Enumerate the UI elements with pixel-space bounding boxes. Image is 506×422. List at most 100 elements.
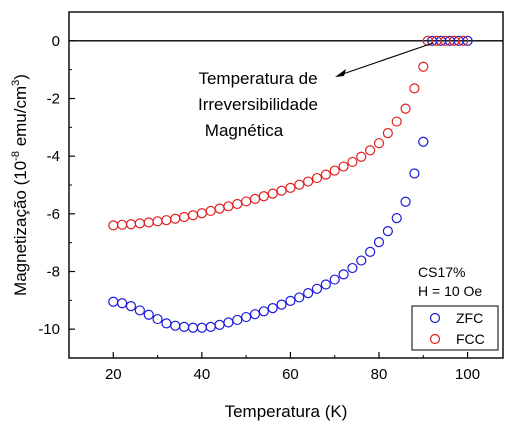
x-tick-label: 60	[282, 366, 299, 383]
data-point-zfc	[223, 317, 234, 328]
data-point-fcc	[214, 203, 225, 214]
data-point-zfc	[382, 226, 393, 237]
data-point-zfc	[205, 321, 216, 332]
data-point-zfc	[267, 303, 278, 314]
legend: ZFC FCC	[411, 305, 499, 351]
data-point-fcc	[187, 210, 199, 221]
data-point-fcc	[329, 165, 340, 176]
data-point-zfc	[303, 288, 314, 299]
data-point-fcc	[418, 61, 429, 72]
data-point-fcc	[179, 211, 190, 223]
data-point-fcc	[347, 156, 358, 168]
data-point-fcc	[258, 191, 269, 202]
data-point-fcc	[108, 220, 119, 231]
data-point-fcc	[241, 196, 252, 207]
legend-marker-zfc	[429, 312, 441, 324]
data-point-zfc	[152, 313, 163, 325]
data-point-zfc	[214, 319, 225, 330]
data-point-zfc	[373, 236, 385, 248]
data-point-zfc	[196, 322, 207, 333]
data-point-zfc	[329, 274, 340, 285]
y-tick-label: -4	[47, 148, 60, 165]
data-point-zfc	[187, 322, 199, 333]
data-point-zfc	[356, 255, 367, 266]
series-zfc	[108, 35, 473, 333]
data-point-fcc	[161, 215, 172, 226]
data-point-zfc	[276, 299, 287, 310]
y-tick-label: -2	[47, 91, 60, 108]
data-point-fcc	[170, 213, 181, 224]
data-point-fcc	[267, 188, 278, 199]
data-point-zfc	[170, 320, 181, 331]
data-point-fcc	[391, 116, 402, 127]
legend-label-fcc: FCC	[456, 331, 485, 347]
y-tick-label: -8	[47, 264, 60, 281]
sample-note: CS17%	[418, 264, 465, 280]
data-point-zfc	[462, 35, 473, 46]
annotation-line-1: Temperatura de	[198, 69, 317, 88]
data-point-fcc	[196, 208, 207, 219]
data-point-zfc	[391, 213, 402, 224]
data-point-zfc	[108, 296, 119, 307]
data-point-zfc	[365, 246, 376, 257]
data-point-zfc	[179, 321, 190, 332]
legend-marker-fcc	[429, 333, 441, 345]
data-point-fcc	[117, 219, 128, 230]
data-point-fcc	[223, 201, 234, 212]
data-point-fcc	[382, 128, 393, 139]
data-point-zfc	[143, 309, 154, 320]
data-point-fcc	[303, 176, 314, 187]
data-point-fcc	[311, 172, 323, 184]
y-tick-label: -6	[47, 206, 60, 223]
annotation-arrow	[339, 42, 434, 76]
data-point-zfc	[249, 309, 261, 320]
x-tick-label: 80	[371, 366, 388, 383]
data-point-fcc	[152, 216, 163, 227]
x-tick-label: 100	[455, 366, 480, 383]
legend-box	[411, 305, 499, 351]
data-point-zfc	[161, 318, 172, 329]
data-point-zfc	[338, 269, 349, 280]
data-point-zfc	[241, 311, 252, 323]
data-point-zfc	[125, 301, 137, 312]
data-point-zfc	[400, 196, 411, 207]
y-axis-ticks: 0 -2 -4 -6 -8 -10	[38, 11, 75, 359]
data-point-fcc	[205, 205, 216, 217]
data-point-fcc	[409, 83, 420, 94]
data-point-zfc	[347, 262, 358, 274]
data-point-fcc	[232, 198, 243, 210]
data-point-fcc	[320, 169, 331, 180]
x-tick-label: 20	[105, 366, 122, 383]
data-point-zfc	[134, 305, 145, 316]
data-point-zfc	[117, 298, 128, 309]
data-point-fcc	[134, 218, 145, 229]
x-axis-ticks: 20 40 60 80 100	[68, 352, 480, 383]
data-point-fcc	[285, 182, 296, 193]
y-tick-label: -10	[38, 321, 60, 338]
field-note: H = 10 Oe	[418, 283, 482, 299]
series-fcc	[108, 35, 469, 231]
data-point-zfc	[285, 295, 296, 307]
data-point-fcc	[356, 151, 367, 162]
data-point-zfc	[258, 306, 269, 317]
data-point-zfc	[311, 283, 323, 294]
annotation-arrowhead	[335, 69, 346, 77]
data-point-fcc	[373, 138, 385, 149]
data-point-fcc	[125, 219, 137, 230]
x-tick-label: 40	[194, 366, 211, 383]
data-point-zfc	[418, 136, 429, 147]
y-axis-title: Magnetização (10-8 emu/cm3)	[10, 74, 30, 296]
data-point-zfc	[232, 314, 243, 326]
data-point-fcc	[249, 193, 261, 204]
data-point-fcc	[143, 217, 154, 228]
data-point-fcc	[365, 145, 376, 156]
data-point-fcc	[294, 179, 305, 190]
legend-label-zfc: ZFC	[456, 310, 483, 326]
data-point-zfc	[409, 168, 420, 179]
annotation-line-3: Magnética	[205, 121, 284, 140]
data-point-fcc	[338, 161, 349, 172]
data-point-fcc	[458, 35, 469, 46]
annotation-line-2: Irreversibilidade	[198, 95, 318, 114]
data-point-zfc	[320, 279, 331, 290]
